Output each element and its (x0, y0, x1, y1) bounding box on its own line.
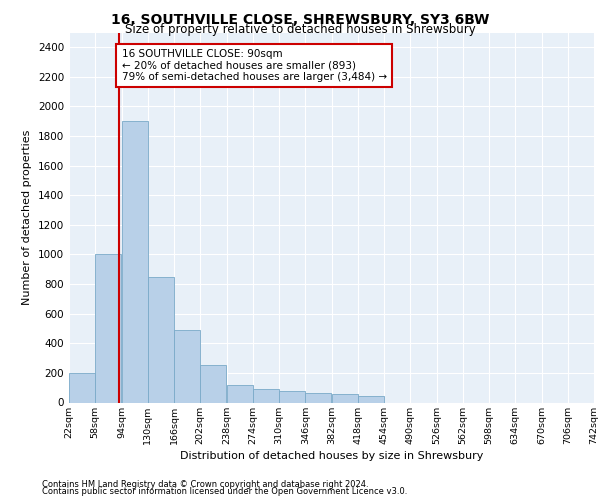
Text: Contains HM Land Registry data © Crown copyright and database right 2024.: Contains HM Land Registry data © Crown c… (42, 480, 368, 489)
Bar (95, 254, 121, 402)
Bar (279, 392, 305, 402)
Bar (122, 122, 148, 402)
Bar (305, 393, 331, 402)
Bar (358, 396, 384, 402)
X-axis label: Distribution of detached houses by size in Shrewsbury: Distribution of detached houses by size … (180, 450, 483, 460)
Bar (200, 365, 226, 403)
Bar (148, 276, 174, 402)
Bar (253, 389, 279, 402)
Y-axis label: Number of detached properties: Number of detached properties (22, 130, 32, 305)
Text: Contains public sector information licensed under the Open Government Licence v3: Contains public sector information licen… (42, 487, 407, 496)
Bar (227, 386, 253, 402)
Text: 16, SOUTHVILLE CLOSE, SHREWSBURY, SY3 6BW: 16, SOUTHVILLE CLOSE, SHREWSBURY, SY3 6B… (111, 12, 489, 26)
Text: Size of property relative to detached houses in Shrewsbury: Size of property relative to detached ho… (125, 22, 475, 36)
Bar (69, 373, 95, 402)
Text: 16 SOUTHVILLE CLOSE: 90sqm
← 20% of detached houses are smaller (893)
79% of sem: 16 SOUTHVILLE CLOSE: 90sqm ← 20% of deta… (121, 49, 386, 82)
Bar (332, 394, 358, 402)
Bar (174, 330, 200, 402)
